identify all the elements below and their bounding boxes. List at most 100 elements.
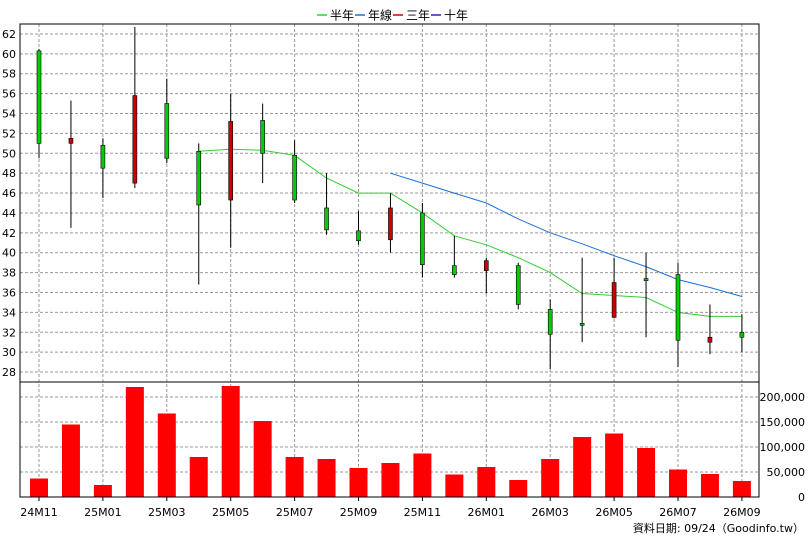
price-tick-label: 32 — [2, 326, 16, 339]
volume-bar — [317, 459, 336, 497]
candle — [228, 93, 233, 248]
candle-body — [228, 121, 233, 201]
candle — [164, 78, 170, 164]
x-tick-label: 24M11 — [20, 506, 58, 519]
volume-bar — [349, 468, 368, 497]
candle — [36, 48, 42, 159]
price-tick-label: 50 — [2, 147, 16, 160]
candle-body — [611, 282, 617, 318]
volume-tick-label: 150,000 — [760, 416, 806, 429]
volume-tick-label: 200,000 — [760, 391, 806, 404]
x-tick-label: 26M05 — [595, 506, 633, 519]
candle — [324, 173, 329, 235]
volume-bar — [573, 437, 592, 497]
candle-body — [164, 103, 170, 159]
x-tick-label: 25M01 — [84, 506, 122, 519]
candle-body — [292, 154, 297, 201]
legend-label-0: 半年 — [330, 9, 354, 23]
candle — [707, 304, 713, 355]
x-tick-label: 25M03 — [148, 506, 186, 519]
candle — [675, 262, 681, 368]
price-tick-label: 48 — [2, 167, 16, 180]
price-panel-border — [19, 23, 760, 383]
price-tick-label: 58 — [2, 68, 16, 81]
x-tick-label: 25M05 — [212, 506, 250, 519]
legend-label-1: 年線 — [368, 8, 392, 23]
candle-body — [420, 212, 425, 265]
candle — [260, 103, 265, 184]
x-tick-label: 26M01 — [468, 506, 506, 519]
price-tick-label: 44 — [2, 207, 16, 220]
volume-bar — [477, 467, 496, 497]
volume-bar — [125, 387, 144, 497]
volume-bar — [732, 481, 751, 497]
price-tick-label: 36 — [2, 287, 16, 300]
candle — [292, 140, 297, 203]
candle-body — [356, 230, 361, 242]
candle-body — [707, 336, 713, 343]
price-axis: 28 30 32 34 36 38 40 42 44 46 48 50 52 54 56 58 60 62 — [2, 28, 16, 379]
volume-bar — [700, 474, 719, 497]
candle-body — [260, 120, 265, 154]
candlesticks — [36, 26, 745, 370]
candle — [132, 26, 138, 189]
price-tick-label: 52 — [2, 127, 16, 140]
volume-bars — [30, 386, 751, 497]
legend-label-2: 三年 — [406, 9, 430, 23]
candle — [196, 143, 202, 285]
volume-bar — [30, 478, 48, 497]
candle-body — [100, 145, 106, 169]
moving-average-lines — [198, 148, 743, 317]
candle — [547, 299, 553, 370]
volume-bar — [669, 469, 687, 497]
candle-body — [483, 260, 489, 271]
price-tick-label: 28 — [2, 366, 16, 379]
candle-body — [36, 50, 42, 144]
x-tick-label: 25M09 — [340, 506, 378, 519]
volume-bar — [637, 448, 656, 497]
candle-body — [547, 309, 553, 335]
candle-body — [68, 138, 74, 144]
price-tick-label: 34 — [2, 306, 16, 319]
candle — [643, 252, 649, 338]
volume-tick-label: 50,000 — [767, 466, 806, 479]
candle — [579, 257, 585, 343]
volume-bar — [381, 463, 400, 497]
price-tick-label: 54 — [2, 108, 16, 121]
price-tick-label: 56 — [2, 88, 16, 101]
candle — [388, 193, 393, 253]
candle — [68, 100, 74, 228]
candle-body — [579, 323, 585, 326]
footer-source: 資料日期: 09/24（Goodinfo.tw） — [633, 521, 804, 535]
price-tick-label: 62 — [2, 28, 16, 41]
volume-bar — [157, 413, 176, 497]
volume-bar — [285, 457, 304, 497]
volume-bar — [541, 459, 560, 497]
volume-tick-label: 0 — [798, 491, 805, 504]
volume-bar — [61, 424, 80, 497]
candle-body — [675, 274, 681, 341]
candle-body — [739, 331, 745, 338]
candle-body — [196, 150, 202, 206]
x-tick-label: 25M07 — [276, 506, 314, 519]
legend: 半年 年線 三年 十年 — [317, 8, 468, 23]
ma-half-year-line — [198, 148, 742, 317]
candle-body — [643, 278, 649, 281]
price-tick-label: 42 — [2, 227, 16, 240]
x-tick-label: 26M03 — [531, 506, 569, 519]
legend-label-3: 十年 — [444, 9, 468, 23]
x-tick-label: 26M09 — [723, 506, 761, 519]
volume-axis: 0 50,000 100,000 150,000 200,000 — [760, 391, 806, 504]
x-axis: 24M11 25M01 25M03 25M05 25M07 25M09 25M11 26M01… — [20, 506, 760, 519]
x-tick-label: 26M07 — [659, 506, 697, 519]
price-tick-label: 30 — [2, 346, 16, 359]
grid — [20, 24, 759, 501]
volume-bar — [445, 474, 464, 497]
price-tick-label: 38 — [2, 267, 16, 280]
volume-bar — [221, 386, 240, 497]
candle-body — [388, 207, 393, 241]
volume-bar — [253, 421, 272, 497]
volume-bar — [189, 457, 208, 497]
volume-panel-border — [19, 381, 760, 498]
